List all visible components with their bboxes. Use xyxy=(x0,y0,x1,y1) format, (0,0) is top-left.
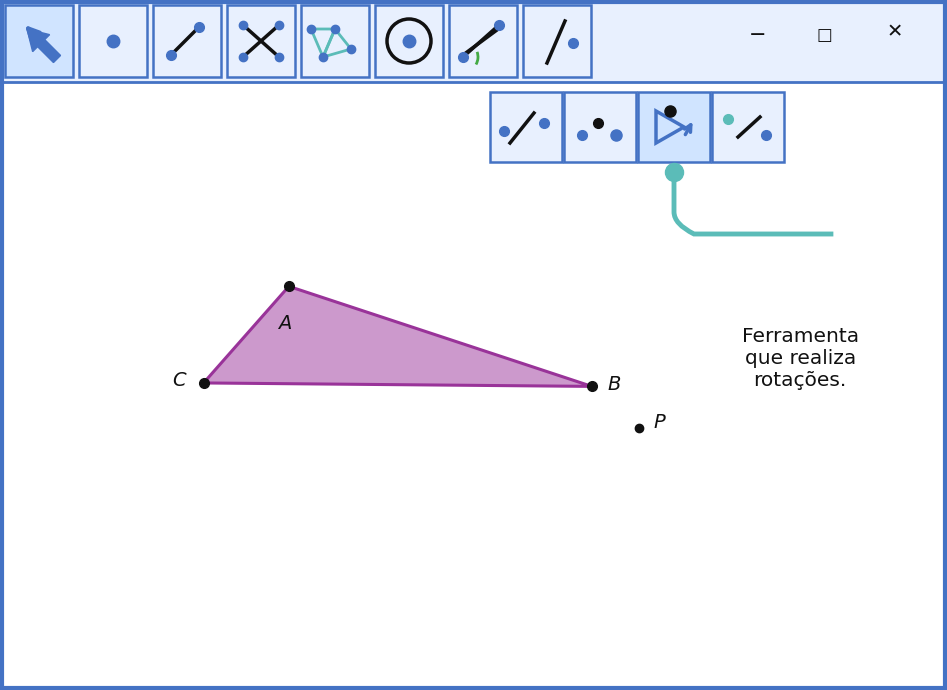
FancyBboxPatch shape xyxy=(2,2,945,82)
Text: ✕: ✕ xyxy=(886,23,903,41)
FancyBboxPatch shape xyxy=(490,92,562,162)
FancyBboxPatch shape xyxy=(449,5,517,77)
Text: P: P xyxy=(653,413,665,433)
Text: Ferramenta
que realiza
rotações.: Ferramenta que realiza rotações. xyxy=(742,327,859,391)
FancyBboxPatch shape xyxy=(227,5,295,77)
Text: □: □ xyxy=(816,26,831,44)
Text: A: A xyxy=(278,315,292,333)
Text: −: − xyxy=(749,25,766,45)
FancyBboxPatch shape xyxy=(523,5,591,77)
Text: C: C xyxy=(172,371,186,391)
FancyBboxPatch shape xyxy=(79,5,147,77)
FancyBboxPatch shape xyxy=(712,92,784,162)
Text: B: B xyxy=(608,375,621,394)
FancyBboxPatch shape xyxy=(638,92,710,162)
Polygon shape xyxy=(204,286,592,386)
FancyArrow shape xyxy=(27,29,61,63)
FancyBboxPatch shape xyxy=(153,5,221,77)
FancyBboxPatch shape xyxy=(564,92,636,162)
FancyBboxPatch shape xyxy=(5,5,73,77)
FancyBboxPatch shape xyxy=(375,5,443,77)
FancyBboxPatch shape xyxy=(301,5,369,77)
